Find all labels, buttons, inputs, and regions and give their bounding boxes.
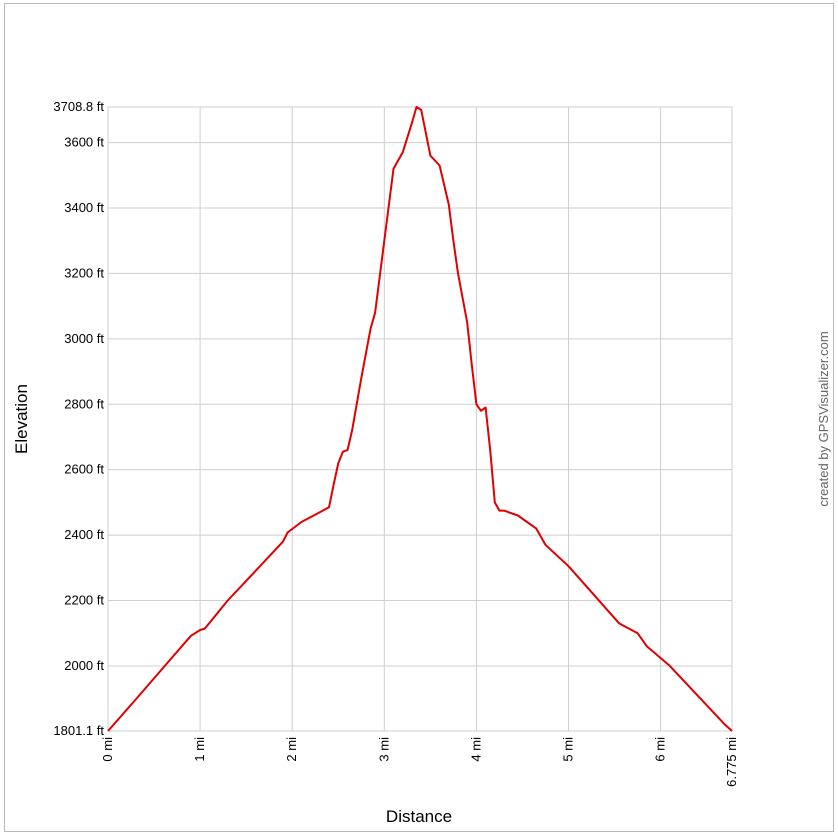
elevation-line bbox=[107, 106, 733, 732]
y-tick-label: 2200 ft bbox=[64, 593, 104, 608]
y-tick-label: 3000 ft bbox=[64, 331, 104, 346]
x-tick-label: 1 mi bbox=[192, 737, 207, 762]
credit-text: created by GPSVisualizer.com bbox=[816, 331, 831, 506]
x-tick-label: 0 mi bbox=[100, 737, 115, 762]
y-tick-label: 1801.1 ft bbox=[53, 723, 104, 738]
x-tick-label: 4 mi bbox=[468, 737, 483, 762]
y-tick-label: 2800 ft bbox=[64, 396, 104, 411]
x-tick-label: 6 mi bbox=[653, 737, 668, 762]
x-tick-label: 5 mi bbox=[561, 737, 576, 762]
x-tick-label: 3 mi bbox=[376, 737, 391, 762]
y-tick-label: 3400 ft bbox=[64, 200, 104, 215]
grid bbox=[107, 106, 733, 732]
y-tick-label: 3600 ft bbox=[64, 135, 104, 150]
y-tick-label: 2400 ft bbox=[64, 527, 104, 542]
y-tick-label: 2600 ft bbox=[64, 462, 104, 477]
plot-area bbox=[107, 106, 733, 732]
x-tick-label: 6.775 mi bbox=[724, 737, 739, 787]
y-axis-ticks: 1801.1 ft 2000 ft 2200 ft 2400 ft 2600 ft 280… bbox=[53, 99, 104, 738]
series-layer bbox=[107, 106, 733, 732]
y-tick-label: 3708.8 ft bbox=[53, 99, 104, 114]
x-axis-title: Distance bbox=[386, 807, 452, 826]
y-tick-label: 2000 ft bbox=[64, 658, 104, 673]
y-axis-title: Elevation bbox=[12, 384, 31, 454]
x-axis-ticks: 0 mi 1 mi 2 mi 3 mi 4 mi 5 mi 6 mi 6.775 mi bbox=[100, 737, 739, 787]
x-tick-label: 2 mi bbox=[284, 737, 299, 762]
y-tick-label: 3200 ft bbox=[64, 265, 104, 280]
